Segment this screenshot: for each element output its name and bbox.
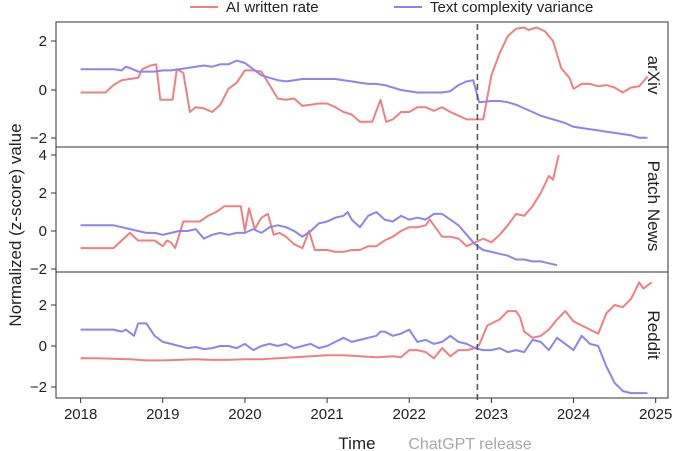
y-tick-label: 0 — [39, 223, 47, 240]
y-axis-title: Normalized (z-score) value — [6, 123, 25, 326]
y-tick-label: −2 — [30, 379, 47, 396]
series-line-arxiv-text-complexity-variance — [80, 59, 648, 139]
series-line-reddit-text-complexity-variance — [80, 322, 648, 395]
y-tick-label: 0 — [39, 338, 47, 355]
legend: AI written rate Text complexity variance — [190, 0, 593, 16]
x-tick-label: 2020 — [228, 406, 261, 423]
panel-frame-reddit — [55, 271, 669, 399]
y-tick-label: 2 — [39, 33, 47, 50]
y-tick-label: −2 — [30, 261, 47, 278]
y-tick-label: −2 — [30, 130, 47, 147]
series-line-arxiv-ai-written-rate — [80, 26, 649, 123]
x-tick-label: 2018 — [64, 406, 97, 423]
x-tick-label: 2021 — [310, 406, 343, 423]
panel-labels: arXiv Patch News Reddit — [644, 56, 663, 360]
x-axis-ticks: 2018 2019 2020 2021 2022 2023 2024 2025 — [64, 398, 672, 423]
panel-label-arxiv: arXiv — [644, 56, 663, 95]
panel-label-patch-news: Patch News — [644, 161, 663, 252]
series-lines — [80, 26, 653, 395]
y-tick-label: 2 — [39, 297, 47, 314]
x-tick-label: 2023 — [475, 406, 508, 423]
x-tick-label: 2022 — [393, 406, 426, 423]
series-line-reddit-ai-written-rate — [80, 281, 653, 362]
x-tick-label: 2025 — [639, 406, 672, 423]
y-tick-label: 4 — [39, 147, 47, 164]
legend-label-ai-written-rate: AI written rate — [226, 0, 319, 16]
panel-frames — [55, 21, 669, 399]
y-tick-label: 2 — [39, 185, 47, 202]
panel-frame-arxiv — [55, 21, 669, 148]
series-line-patch-news-ai-written-rate — [80, 154, 560, 253]
series-line-patch-news-text-complexity-variance — [80, 211, 558, 267]
panel-frame-patch-news — [55, 146, 669, 273]
x-axis-title: Time — [338, 434, 375, 451]
y-tick-label: 0 — [39, 82, 47, 99]
chatgpt-release-label: ChatGPT release — [408, 436, 531, 451]
panel-label-reddit: Reddit — [644, 310, 663, 359]
legend-label-text-complexity-variance: Text complexity variance — [430, 0, 593, 16]
x-tick-label: 2024 — [557, 406, 590, 423]
x-tick-label: 2019 — [146, 406, 179, 423]
